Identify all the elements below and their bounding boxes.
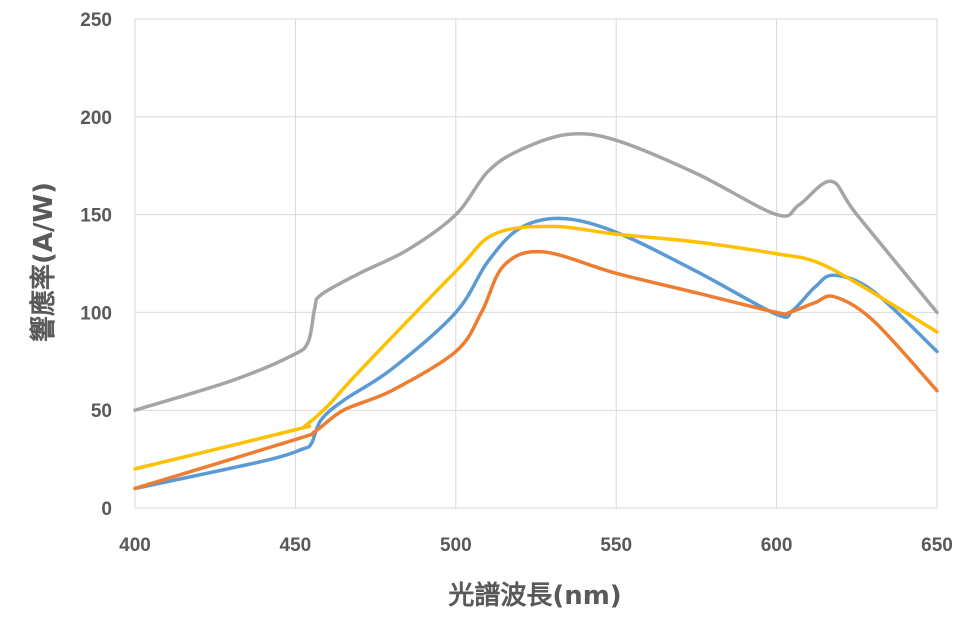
tick-labels: 0 50 100 150 200 250 400 450 500 550 600 650 bbox=[80, 10, 953, 556]
y-axis-title: 響應率(A/W) bbox=[28, 182, 59, 342]
series-line bbox=[133, 216, 939, 491]
y-tick-label: 200 bbox=[80, 108, 112, 129]
x-tick-label: 500 bbox=[440, 535, 472, 556]
y-tick-label: 100 bbox=[80, 303, 112, 324]
x-axis-title: 光譜波長(nm) bbox=[447, 580, 621, 611]
x-tick-label: 450 bbox=[280, 535, 312, 556]
x-tick-label: 600 bbox=[761, 535, 793, 556]
series-lines bbox=[133, 131, 939, 491]
series-line bbox=[133, 131, 939, 412]
y-tick-label: 250 bbox=[80, 10, 112, 31]
series-line bbox=[133, 249, 939, 491]
y-tick-label: 150 bbox=[80, 206, 112, 227]
grid-lines bbox=[134, 18, 938, 509]
y-tick-label: 50 bbox=[91, 401, 112, 422]
x-tick-label: 550 bbox=[600, 535, 632, 556]
y-tick-label: 0 bbox=[101, 499, 112, 520]
x-tick-label: 400 bbox=[119, 535, 151, 556]
x-tick-label: 650 bbox=[921, 535, 953, 556]
series-line bbox=[133, 224, 939, 471]
